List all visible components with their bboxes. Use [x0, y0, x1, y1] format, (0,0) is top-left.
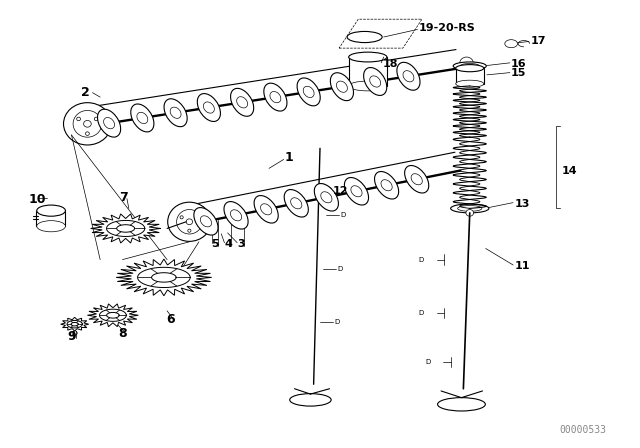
- Ellipse shape: [180, 216, 183, 219]
- Ellipse shape: [36, 205, 65, 216]
- Text: 9: 9: [67, 330, 76, 343]
- Ellipse shape: [131, 104, 154, 132]
- Text: 3: 3: [237, 239, 244, 249]
- Ellipse shape: [374, 172, 399, 199]
- Text: 13: 13: [515, 199, 530, 209]
- Text: 4: 4: [225, 239, 232, 249]
- Text: D: D: [419, 257, 424, 263]
- Polygon shape: [116, 259, 212, 296]
- Ellipse shape: [195, 216, 198, 219]
- Ellipse shape: [164, 99, 187, 127]
- Ellipse shape: [188, 229, 191, 232]
- Polygon shape: [36, 211, 65, 226]
- Ellipse shape: [72, 331, 77, 335]
- Text: D: D: [419, 310, 424, 316]
- Polygon shape: [456, 68, 484, 84]
- Ellipse shape: [466, 210, 474, 216]
- Ellipse shape: [438, 398, 485, 411]
- Ellipse shape: [63, 103, 111, 145]
- Ellipse shape: [77, 117, 81, 121]
- Ellipse shape: [168, 202, 211, 241]
- Text: 2: 2: [81, 86, 90, 99]
- Polygon shape: [349, 57, 387, 86]
- Ellipse shape: [397, 62, 420, 90]
- Text: 15: 15: [511, 68, 527, 78]
- Text: 00000533: 00000533: [560, 426, 607, 435]
- Ellipse shape: [404, 165, 429, 193]
- Ellipse shape: [505, 40, 518, 47]
- Ellipse shape: [330, 73, 353, 101]
- Ellipse shape: [460, 64, 479, 69]
- Ellipse shape: [349, 52, 387, 62]
- Ellipse shape: [458, 206, 482, 211]
- Ellipse shape: [73, 111, 102, 137]
- Ellipse shape: [344, 177, 369, 205]
- Text: 7: 7: [119, 191, 128, 204]
- Ellipse shape: [86, 132, 90, 135]
- Ellipse shape: [456, 80, 484, 87]
- Text: D: D: [340, 212, 346, 218]
- Ellipse shape: [297, 78, 320, 106]
- Polygon shape: [61, 317, 89, 331]
- Text: 11: 11: [515, 261, 530, 271]
- Polygon shape: [91, 214, 161, 243]
- Ellipse shape: [460, 57, 474, 70]
- Ellipse shape: [451, 204, 489, 213]
- Ellipse shape: [230, 88, 253, 116]
- Ellipse shape: [97, 109, 121, 137]
- Text: 1: 1: [285, 151, 294, 164]
- Ellipse shape: [347, 31, 382, 43]
- Ellipse shape: [84, 121, 92, 127]
- Text: 12: 12: [333, 185, 348, 196]
- Text: D: D: [337, 266, 342, 271]
- Ellipse shape: [284, 190, 308, 217]
- Ellipse shape: [36, 221, 65, 232]
- Ellipse shape: [349, 81, 387, 91]
- Text: 8: 8: [118, 327, 127, 340]
- Text: 6: 6: [166, 313, 175, 326]
- Ellipse shape: [364, 68, 387, 95]
- Ellipse shape: [254, 196, 278, 223]
- Ellipse shape: [456, 65, 484, 72]
- Text: D: D: [425, 359, 430, 365]
- Ellipse shape: [290, 394, 331, 406]
- Text: D: D: [334, 319, 339, 325]
- Ellipse shape: [197, 94, 220, 121]
- Text: 19-20-RS: 19-20-RS: [419, 23, 476, 33]
- Ellipse shape: [224, 202, 248, 229]
- Text: 16: 16: [511, 59, 527, 69]
- Ellipse shape: [453, 62, 486, 70]
- Text: 18: 18: [383, 59, 398, 69]
- Text: 10: 10: [28, 193, 45, 206]
- Ellipse shape: [177, 210, 202, 234]
- Ellipse shape: [194, 207, 218, 235]
- Ellipse shape: [264, 83, 287, 111]
- Text: 14: 14: [562, 166, 578, 176]
- Text: 17: 17: [531, 36, 546, 47]
- Polygon shape: [88, 304, 138, 327]
- Ellipse shape: [186, 219, 193, 224]
- Text: 5: 5: [212, 239, 220, 249]
- Ellipse shape: [94, 117, 98, 121]
- Ellipse shape: [314, 184, 339, 211]
